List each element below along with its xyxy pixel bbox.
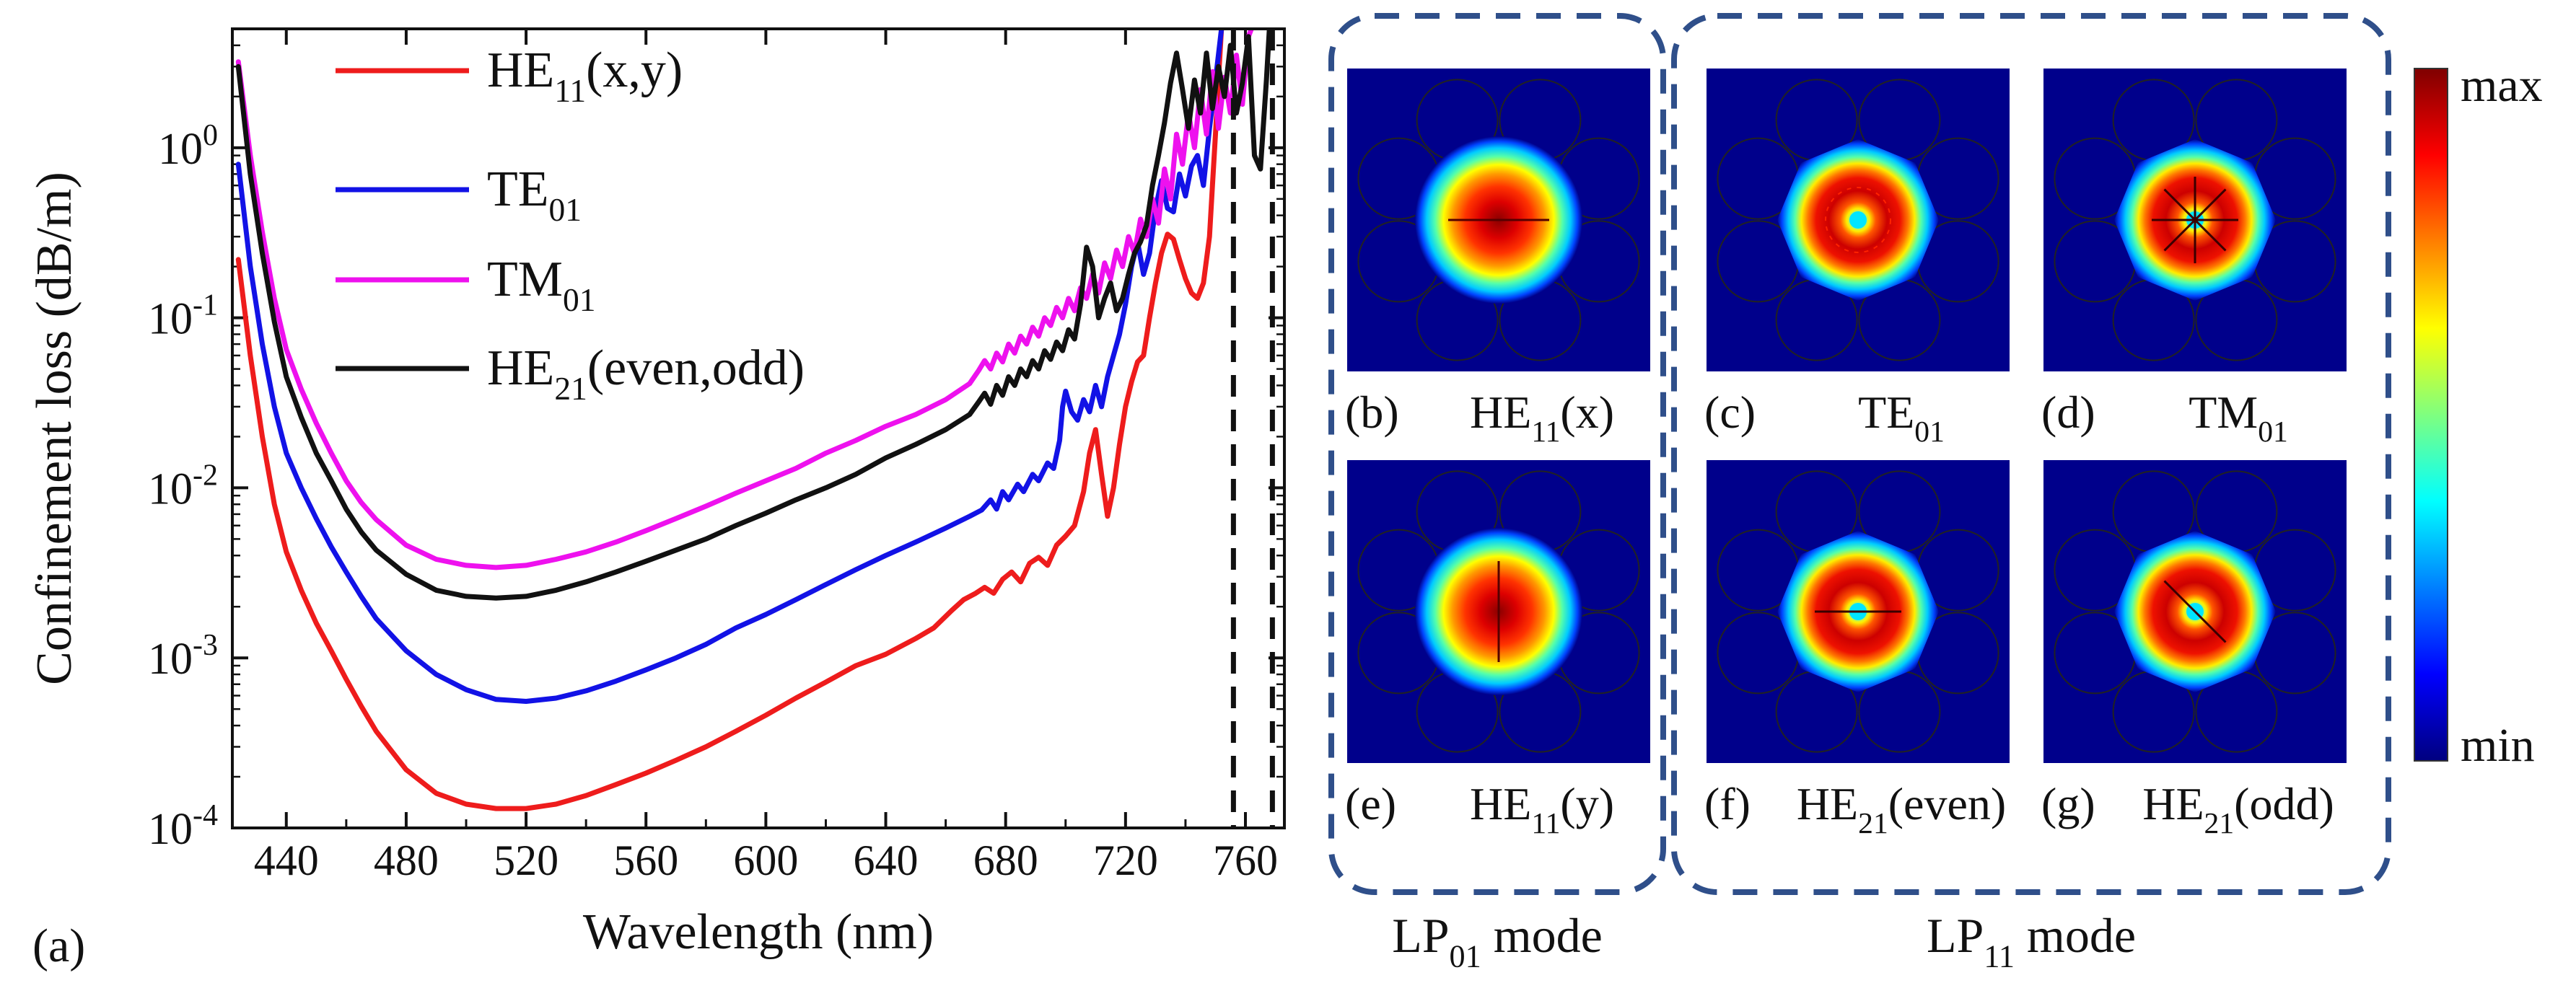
- field-arrow: [1825, 187, 1891, 253]
- legend-label: HE21(even,odd): [487, 340, 805, 407]
- mode-profiles: (b) HE11(x) (c) TE01 (d) TM01 (e) HE11(y) (f) HE2…: [1345, 69, 2347, 839]
- field-arrow: [2194, 188, 2227, 221]
- plot-frame: [231, 27, 1286, 829]
- colorbar-gradient: [2414, 68, 2448, 762]
- y-axis-label: Confinement loss (dB/m): [27, 172, 82, 685]
- field-arrow: [2163, 188, 2196, 221]
- legend: HE11(x,y) TE01 TM01 HE21(even,odd): [336, 43, 805, 407]
- series-lines: [235, 29, 1272, 811]
- x-tick-label: 720: [1093, 837, 1158, 884]
- mode-letter: (g): [2041, 778, 2095, 829]
- mode-panel: [1707, 69, 2010, 371]
- mode-letter: (c): [1704, 387, 1756, 438]
- mode-panel: [2043, 69, 2347, 371]
- group-labels: LP01 mode LP11 mode: [1392, 908, 2136, 974]
- field-null: [1849, 211, 1867, 229]
- mode-letter: (f): [1704, 778, 1751, 829]
- y-tick-label: 10-1: [148, 289, 218, 344]
- x-tick-label: 760: [1213, 837, 1278, 884]
- series-line: [235, 29, 1254, 570]
- lp01-group-box: [1328, 13, 1666, 895]
- field-arrow: [2163, 580, 2196, 613]
- y-tick-label: 100: [158, 119, 218, 174]
- x-tick-label: 440: [254, 837, 319, 884]
- mode-letter: (d): [2041, 387, 2095, 438]
- colorbar: max min: [2414, 59, 2543, 772]
- x-tick-label: 680: [973, 837, 1038, 884]
- field-arrow: [2194, 219, 2227, 252]
- y-tick-label: 10-4: [148, 799, 218, 854]
- mode-letter: (b): [1345, 387, 1399, 438]
- mode-caption: HE11(y): [1470, 778, 1614, 839]
- series-line: [235, 29, 1225, 811]
- cutoff-lines: [1230, 29, 1275, 828]
- mode-panel: [1707, 460, 2010, 763]
- panel-a-label: (a): [32, 920, 85, 972]
- mode-caption: TE01: [1858, 387, 1945, 448]
- mode-panel: [2043, 460, 2347, 763]
- colorbar-min-label: min: [2461, 719, 2535, 772]
- x-tick-label: 640: [854, 837, 919, 884]
- legend-label: TE01: [487, 162, 582, 228]
- legend-label: TM01: [487, 252, 596, 318]
- y-tick-label: 10-3: [148, 629, 218, 684]
- series-line: [235, 29, 1272, 601]
- mode-caption: HE21(even): [1797, 778, 2006, 839]
- mode-caption: HE21(odd): [2142, 778, 2334, 839]
- mode-caption: HE11(x): [1470, 387, 1614, 448]
- mode-panel: [1347, 460, 1650, 763]
- x-tick-label: 600: [733, 837, 798, 884]
- x-tick-label: 520: [494, 837, 558, 884]
- mode-panel: [1347, 69, 1650, 371]
- loss-chart: (a) Confinement loss (dB/m) Wavelength (…: [27, 27, 1286, 972]
- series-line: [235, 29, 1225, 704]
- x-tick-label: 560: [613, 837, 678, 884]
- y-tick-label: 10-2: [148, 459, 218, 513]
- mode-caption: TM01: [2189, 387, 2288, 448]
- field-arrow: [2163, 219, 2196, 252]
- group-label: LP01 mode: [1392, 908, 1603, 974]
- x-axis-label: Wavelength (nm): [583, 904, 934, 960]
- legend-label: HE11(x,y): [487, 43, 683, 109]
- field-arrow: [2194, 610, 2227, 643]
- x-tick-label: 480: [374, 837, 439, 884]
- mode-letter: (e): [1345, 778, 1396, 829]
- group-label: LP11 mode: [1927, 908, 2136, 974]
- colorbar-max-label: max: [2461, 59, 2543, 112]
- lp11-group-box: [1671, 13, 2391, 895]
